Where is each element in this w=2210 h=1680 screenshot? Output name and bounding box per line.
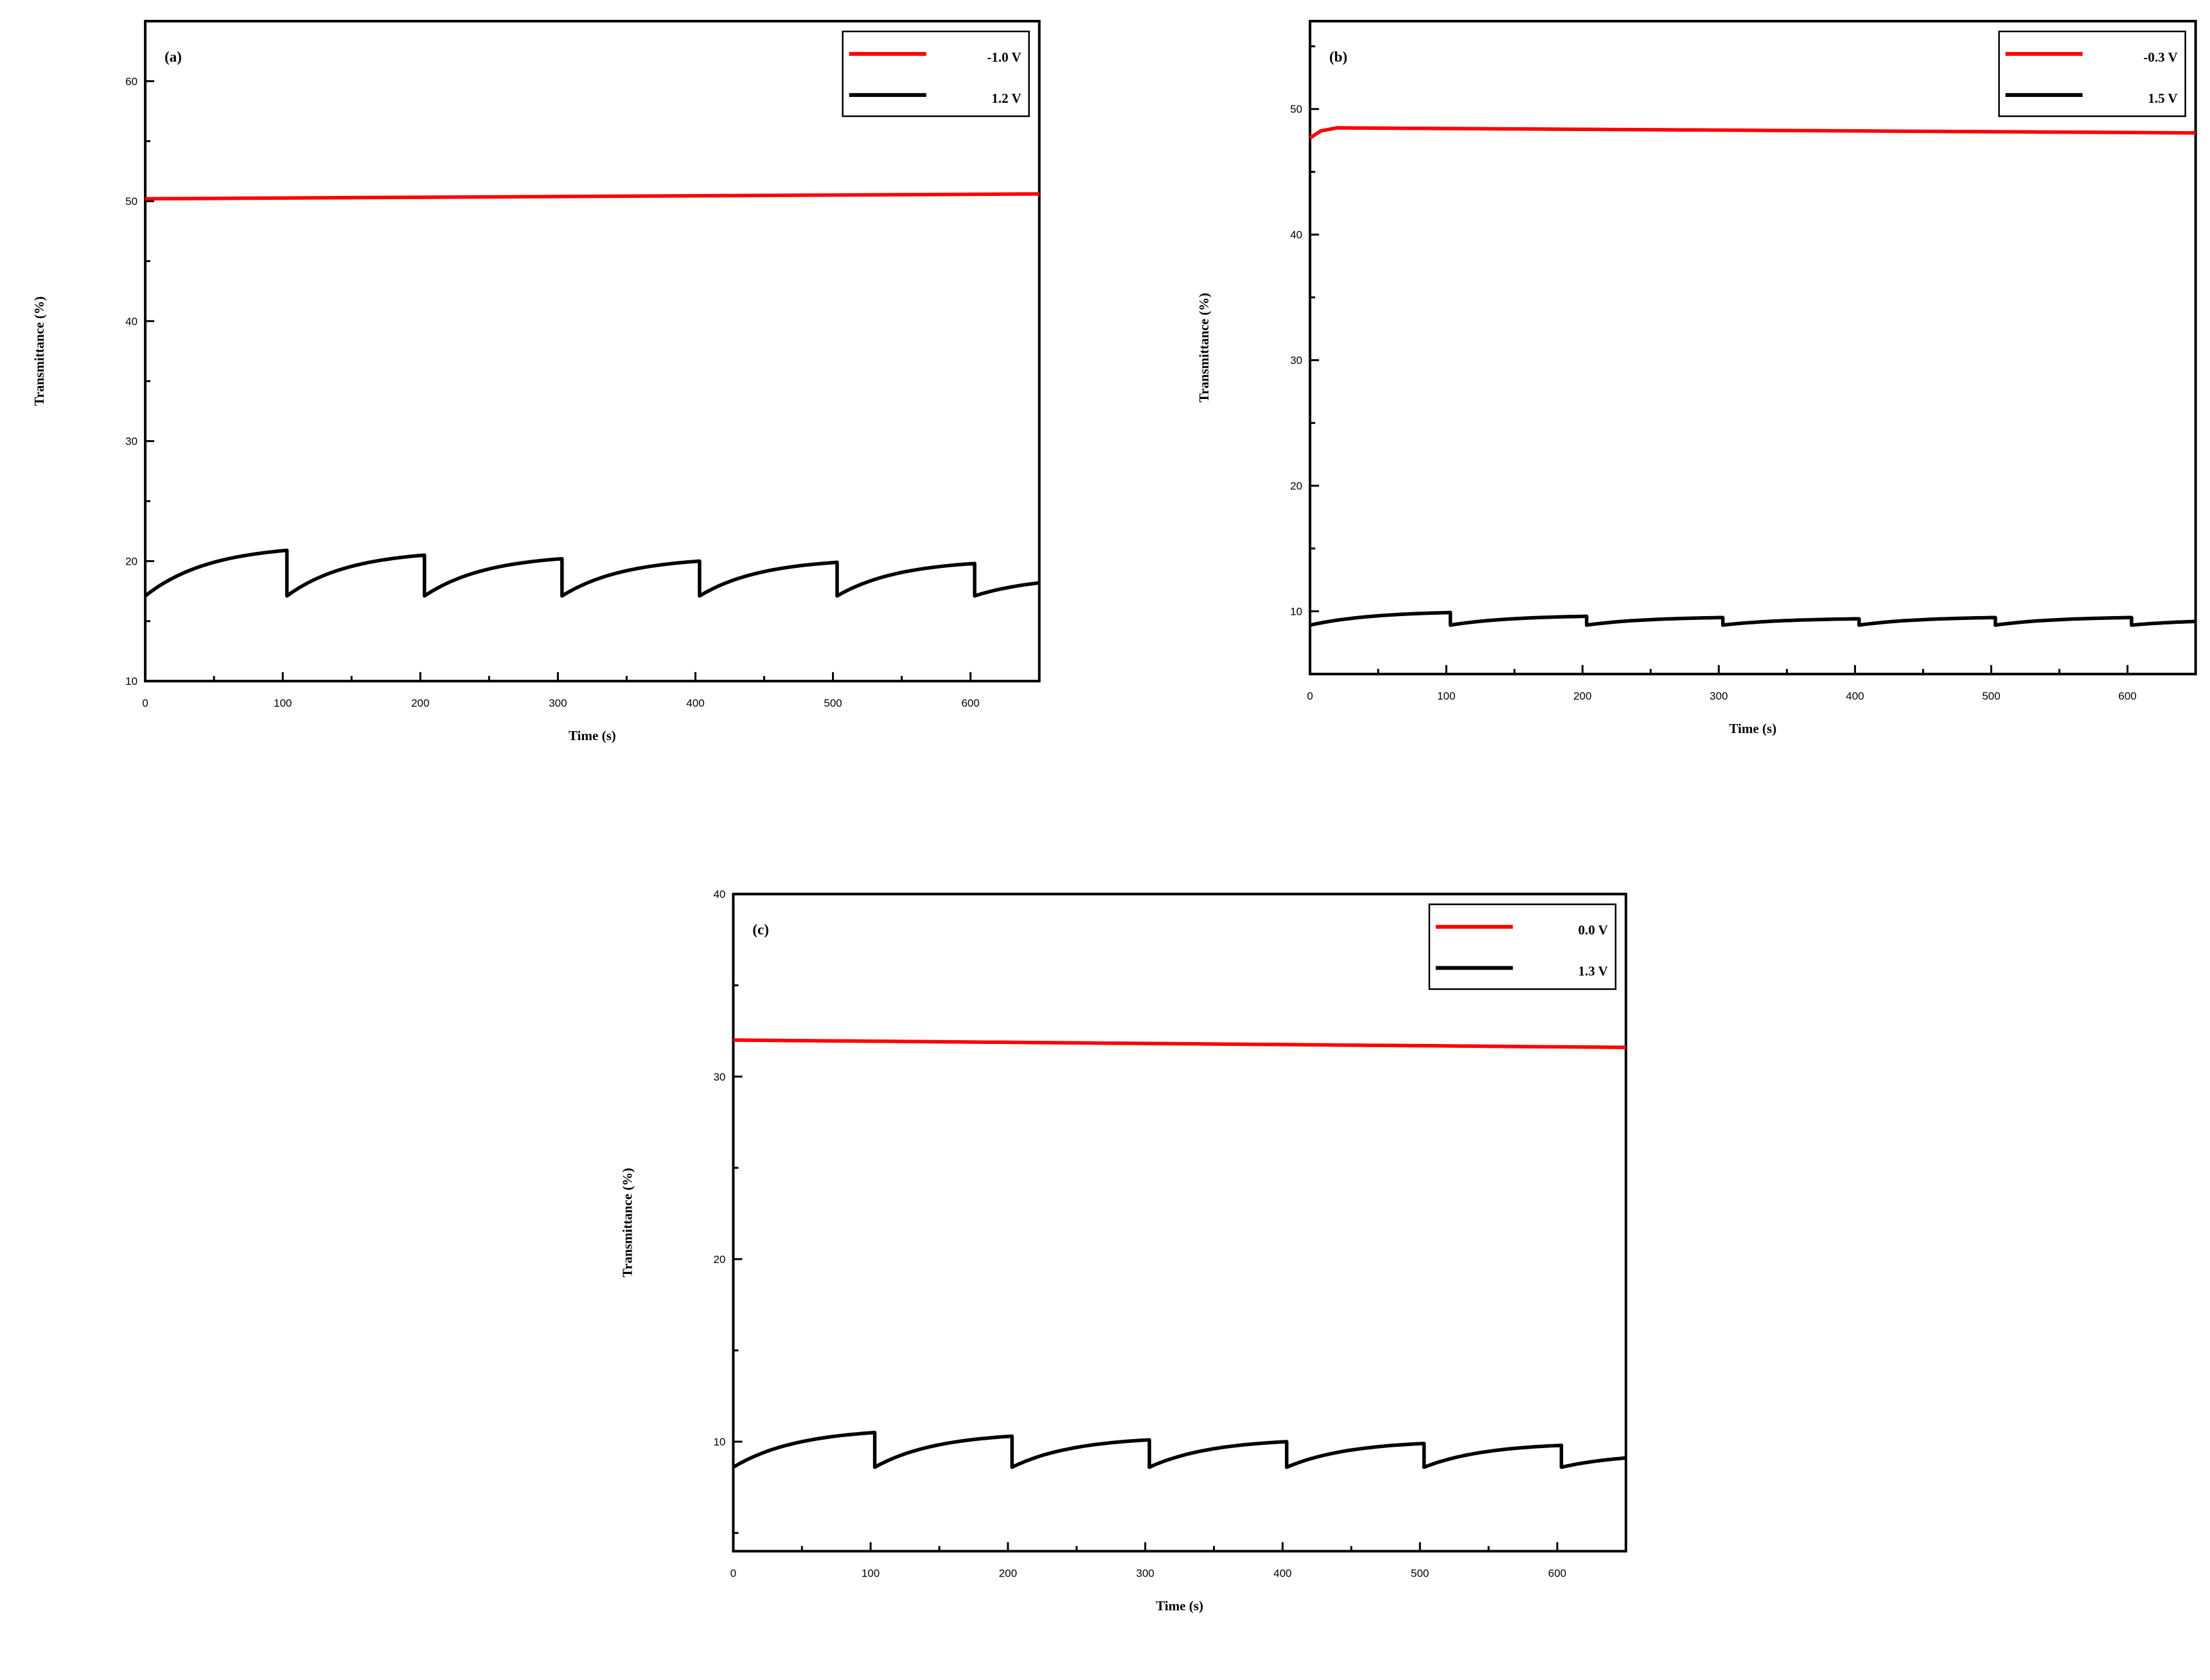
data-series [1309, 126, 2196, 627]
legend-box [1998, 30, 2186, 118]
x-tick-label: 500 [1982, 690, 2000, 702]
x-tick-label: 400 [686, 697, 704, 709]
legend: -0.3 V 1.5 V [1998, 30, 2186, 118]
x-tick-label: 400 [1846, 690, 1864, 702]
panel-c: (c) Time (s) Transmittance (%) 0 100 200… [619, 889, 1627, 1614]
series-line [144, 548, 1039, 598]
x-axis-title: Time (s) [1729, 721, 1777, 736]
x-tick-label: 0 [1307, 690, 1313, 702]
y-tick-label: 10 [713, 1436, 725, 1448]
x-tick-label: 300 [1710, 690, 1728, 702]
panel-label: (b) [1329, 49, 1347, 65]
y-tick-label: 40 [125, 315, 137, 328]
panel-label: (c) [752, 922, 769, 938]
x-tick-label: 0 [730, 1568, 736, 1580]
x-tick-label: 200 [411, 697, 429, 709]
x-tick-labels: 0 100 200 300 400 500 600 [1307, 690, 2136, 702]
y-tick-label: 40 [713, 889, 725, 901]
legend: 0.0 V 1.3 V [1428, 903, 1617, 990]
y-axis-title: Transmittance (%) [619, 1168, 635, 1278]
x-tick-label: 300 [1136, 1568, 1154, 1580]
panel-a: (a) Time (s) Transmittance (%) 0 100 200… [31, 19, 1041, 743]
legend-label: -0.3 V [2143, 49, 2177, 65]
x-tick-label: 200 [1573, 690, 1591, 702]
y-tick-label: 30 [713, 1071, 725, 1083]
x-tick-label: 0 [142, 697, 148, 709]
series-line [1309, 126, 2196, 140]
series-line [733, 1038, 1626, 1050]
x-tick-label: 400 [1273, 1568, 1291, 1580]
y-tick-label: 10 [125, 675, 137, 687]
x-axis-title: Time (s) [1156, 1598, 1203, 1614]
series-line [1309, 610, 2196, 627]
y-axis-title: Transmittance (%) [1196, 293, 1212, 403]
y-tick-label: 40 [1290, 229, 1302, 241]
legend: -1.0 V 1.2 V [842, 30, 1030, 118]
y-tick-label: 60 [125, 75, 137, 87]
plot-frame [144, 19, 1041, 683]
x-tick-label: 500 [824, 697, 842, 709]
series-line [145, 192, 1039, 201]
y-tick-label: 50 [125, 195, 137, 208]
x-tick-label: 600 [961, 697, 979, 709]
y-tick-label: 30 [1290, 355, 1302, 367]
data-series [144, 192, 1039, 598]
x-tick-labels: 0 100 200 300 400 500 600 [730, 1568, 1566, 1580]
y-tick-label: 20 [713, 1253, 725, 1266]
x-tick-label: 500 [1411, 1568, 1429, 1580]
x-tick-label: 200 [999, 1568, 1017, 1580]
x-tick-label: 300 [549, 697, 567, 709]
x-tick-label: 100 [862, 1568, 880, 1580]
legend-label: -1.0 V [987, 49, 1021, 65]
tick-marks [144, 20, 1041, 682]
x-tick-label: 600 [2118, 690, 2136, 702]
y-tick-labels: 10 20 30 40 [713, 889, 725, 1448]
y-tick-label: 30 [125, 436, 137, 448]
y-tick-label: 50 [1290, 103, 1302, 116]
y-tick-label: 10 [1290, 605, 1302, 617]
legend-label: 1.5 V [2148, 91, 2177, 106]
y-axis-title: Transmittance (%) [31, 296, 47, 406]
panel-label: (a) [164, 49, 182, 65]
tick-marks [732, 893, 1627, 1552]
x-axis-title: Time (s) [569, 728, 616, 743]
legend-label: 1.2 V [991, 91, 1021, 106]
series-line [732, 1431, 1627, 1469]
plot-frame [732, 892, 1627, 1553]
x-tick-label: 100 [274, 697, 292, 709]
legend-label: 0.0 V [1578, 923, 1608, 938]
legend-box [1428, 903, 1617, 990]
x-tick-labels: 0 100 200 300 400 500 600 [142, 697, 980, 709]
legend-box [842, 30, 1030, 118]
tick-marks [1309, 45, 2197, 675]
plot-frame [1309, 19, 2197, 676]
x-tick-label: 100 [1437, 690, 1455, 702]
y-tick-label: 20 [125, 555, 137, 567]
data-series [732, 1038, 1627, 1469]
legend-label: 1.3 V [1578, 964, 1608, 979]
x-tick-label: 600 [1548, 1568, 1566, 1580]
panel-b: (b) Time (s) Transmittance (%) 0 100 200… [1196, 19, 2197, 736]
y-tick-labels: 10 20 30 40 50 [1290, 103, 1302, 618]
y-tick-label: 20 [1290, 480, 1302, 492]
y-tick-labels: 10 20 30 40 50 60 [125, 75, 137, 687]
